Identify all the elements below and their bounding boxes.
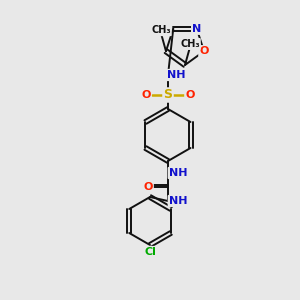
Text: CH₃: CH₃ (180, 39, 200, 49)
Text: CH₃: CH₃ (151, 25, 171, 35)
Text: NH: NH (169, 196, 187, 206)
Text: N: N (192, 24, 201, 34)
Text: Cl: Cl (144, 247, 156, 257)
Text: O: O (141, 90, 151, 100)
Text: O: O (143, 182, 153, 192)
Text: S: S (164, 88, 172, 101)
Text: O: O (199, 46, 209, 56)
Text: NH: NH (167, 70, 185, 80)
Text: O: O (185, 90, 195, 100)
Text: NH: NH (169, 168, 187, 178)
